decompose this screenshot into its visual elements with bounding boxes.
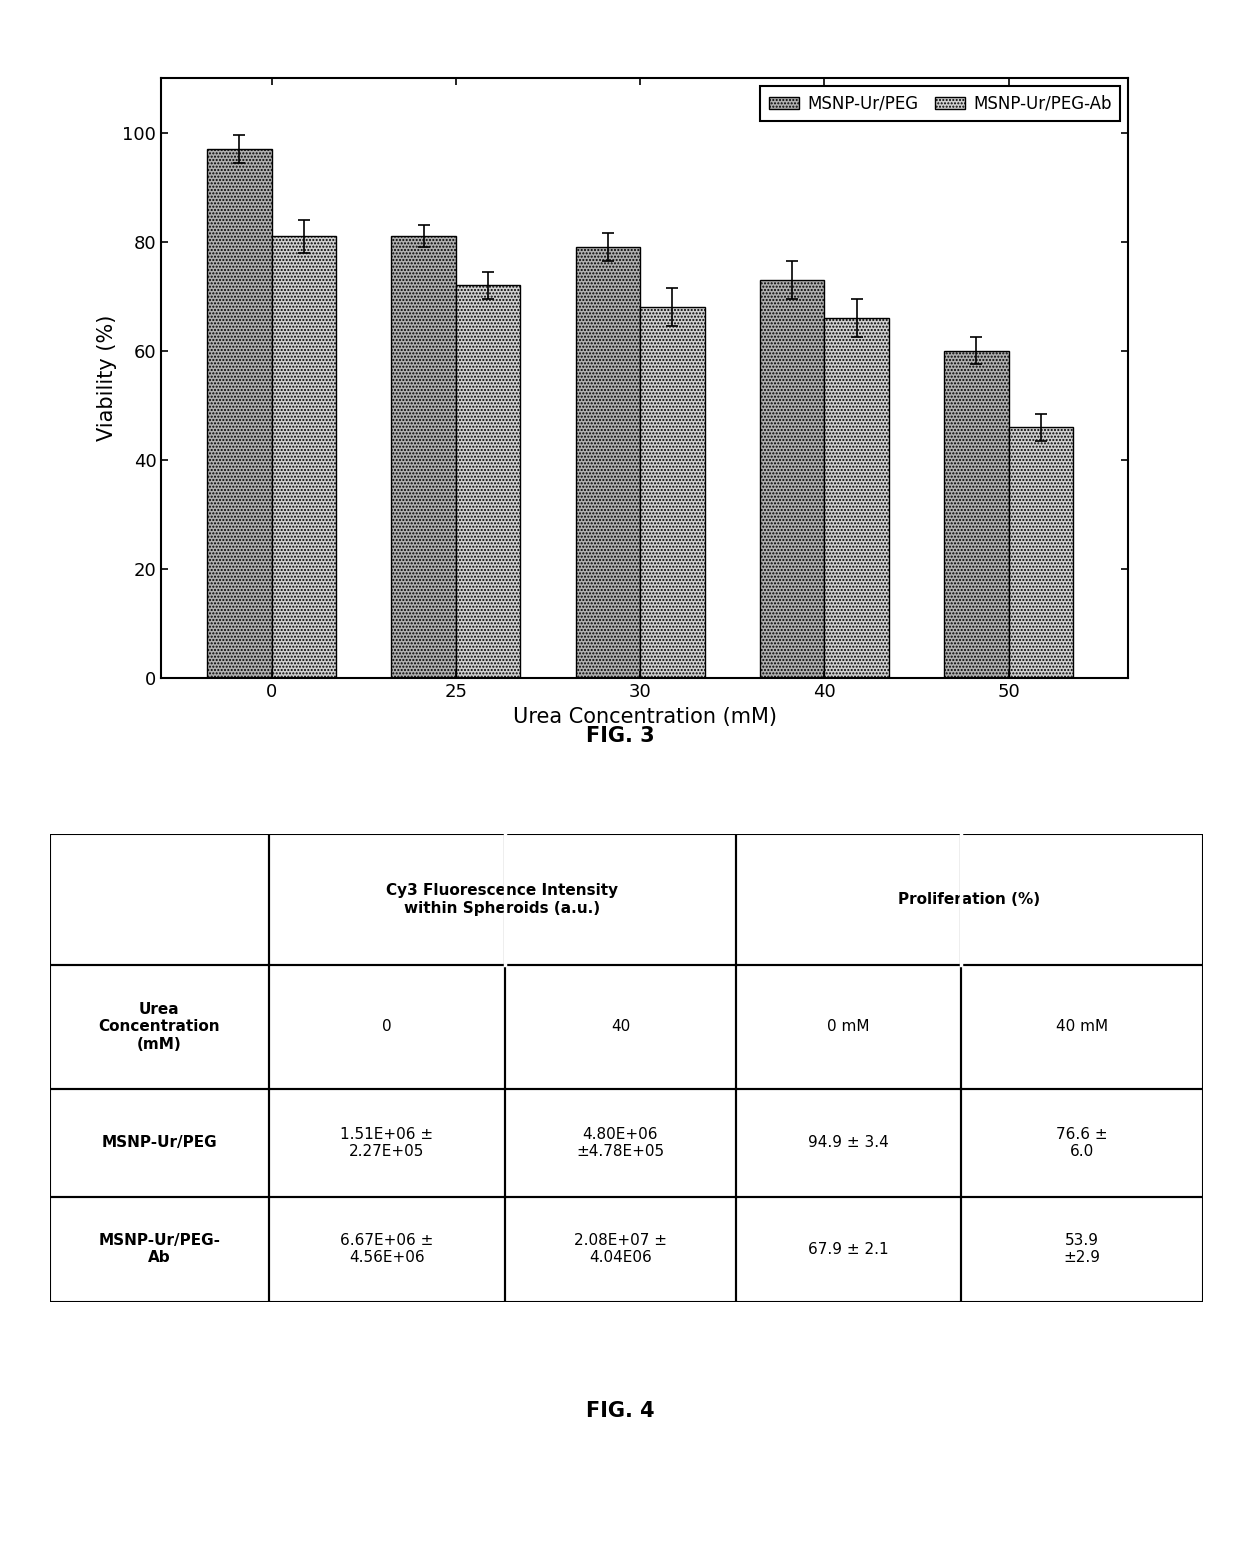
Text: 53.9
±2.9: 53.9 ±2.9 bbox=[1063, 1233, 1100, 1266]
Text: 6.67E+06 ±
4.56E+06: 6.67E+06 ± 4.56E+06 bbox=[340, 1233, 434, 1266]
Text: Urea
Concentration
(mM): Urea Concentration (mM) bbox=[98, 1002, 219, 1052]
Text: FIG. 4: FIG. 4 bbox=[585, 1402, 655, 1420]
Text: MSNP-Ur/PEG-
Ab: MSNP-Ur/PEG- Ab bbox=[98, 1233, 221, 1266]
Text: MSNP-Ur/PEG: MSNP-Ur/PEG bbox=[102, 1135, 217, 1151]
Bar bbox=[272, 237, 336, 678]
Y-axis label: Viability (%): Viability (%) bbox=[97, 315, 117, 441]
Bar bbox=[207, 150, 272, 678]
Bar bbox=[944, 351, 1008, 678]
Text: 0: 0 bbox=[382, 1020, 392, 1035]
Text: 2.08E+07 ±
4.04E06: 2.08E+07 ± 4.04E06 bbox=[574, 1233, 667, 1266]
Bar bbox=[760, 281, 825, 678]
Text: Cy3 Fluorescence Intensity
within Spheroids (a.u.): Cy3 Fluorescence Intensity within Sphero… bbox=[386, 884, 619, 915]
Bar bbox=[1008, 427, 1073, 678]
Text: FIG. 3: FIG. 3 bbox=[585, 726, 655, 745]
Text: 67.9 ± 2.1: 67.9 ± 2.1 bbox=[808, 1241, 889, 1257]
Bar bbox=[392, 237, 456, 678]
Bar bbox=[456, 285, 521, 678]
Bar bbox=[825, 318, 889, 678]
Text: 4.80E+06
±4.78E+05: 4.80E+06 ±4.78E+05 bbox=[577, 1127, 665, 1158]
Text: 40: 40 bbox=[611, 1020, 630, 1035]
Bar bbox=[640, 307, 704, 678]
Text: 94.9 ± 3.4: 94.9 ± 3.4 bbox=[807, 1135, 889, 1151]
Text: 76.6 ±
6.0: 76.6 ± 6.0 bbox=[1056, 1127, 1107, 1158]
Text: Proliferation (%): Proliferation (%) bbox=[898, 892, 1040, 907]
Legend: MSNP-Ur/PEG, MSNP-Ur/PEG-Ab: MSNP-Ur/PEG, MSNP-Ur/PEG-Ab bbox=[760, 86, 1120, 122]
X-axis label: Urea Concentration (mM): Urea Concentration (mM) bbox=[513, 706, 776, 726]
Text: 40 mM: 40 mM bbox=[1055, 1020, 1107, 1035]
Bar bbox=[575, 248, 640, 678]
Text: 1.51E+06 ±
2.27E+05: 1.51E+06 ± 2.27E+05 bbox=[340, 1127, 434, 1158]
Text: 0 mM: 0 mM bbox=[827, 1020, 869, 1035]
